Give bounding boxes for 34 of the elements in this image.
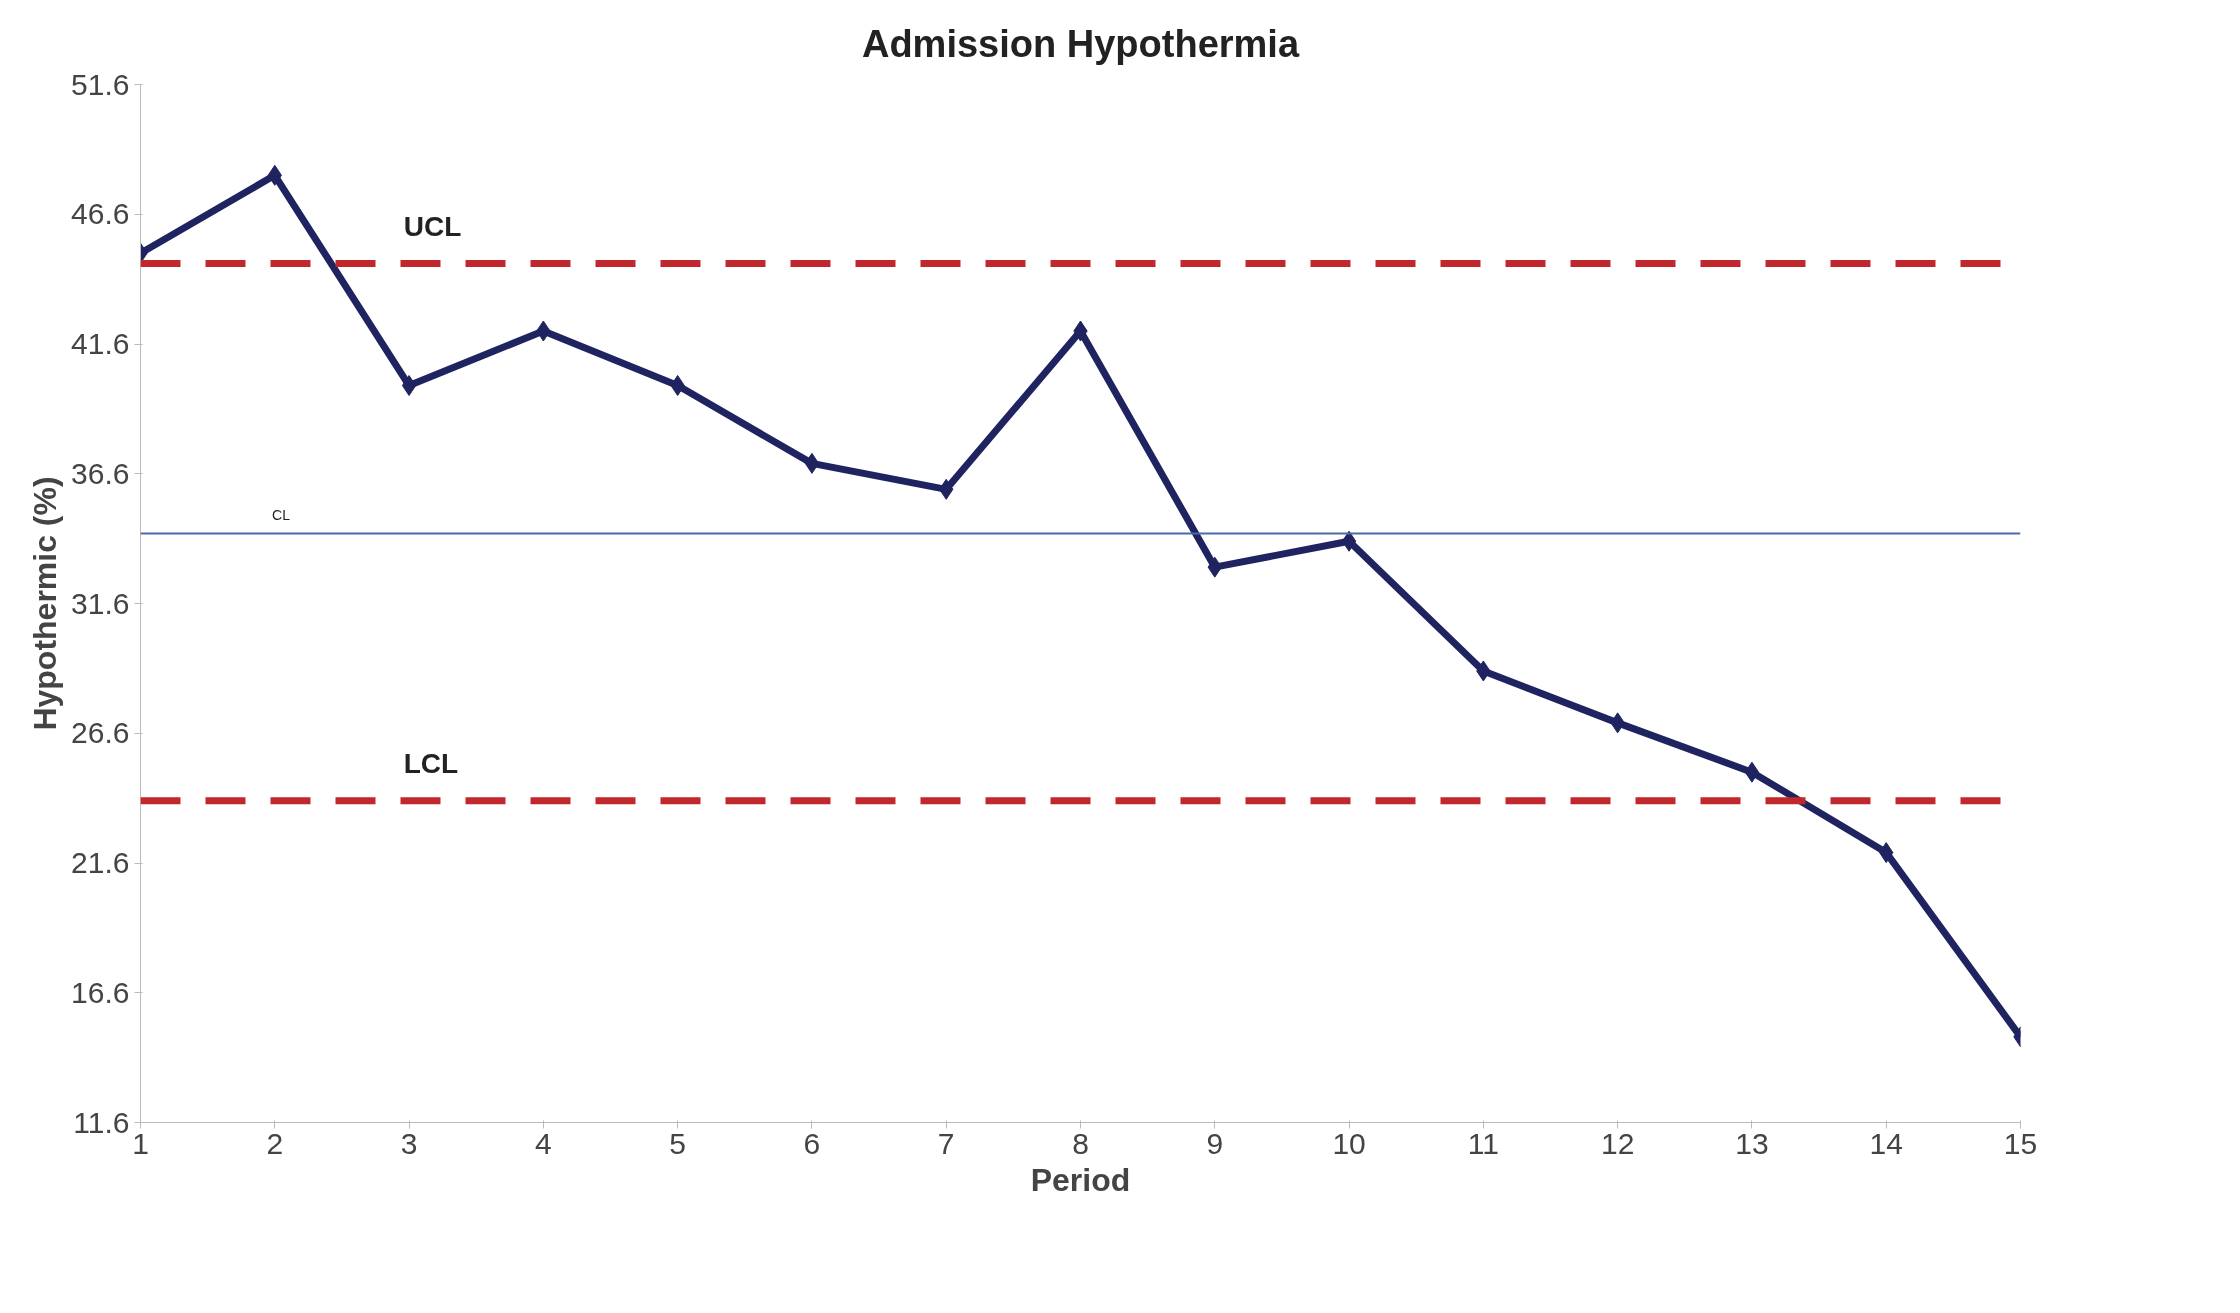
x-tick-label: 3 (400, 1126, 418, 1160)
x-tick-label: 13 (1735, 1126, 1769, 1160)
y-tick-label: 21.6 (71, 846, 130, 879)
x-tick-label: 1 (132, 1126, 149, 1160)
point (401, 375, 417, 397)
x-tick-label: 14 (1869, 1126, 1903, 1160)
y-tick-label: 36.6 (71, 456, 130, 490)
x-tick-label: 15 (2003, 1126, 2038, 1160)
y-axis-title: Hypothermic (%) (27, 476, 64, 731)
x-tick-label: 8 (1072, 1126, 1089, 1160)
x-tick-label: 9 (1206, 1126, 1224, 1160)
x-tick-label: 4 (535, 1126, 552, 1160)
y-tick-label: 16.6 (71, 975, 130, 1009)
ref-line-label: CL (272, 507, 291, 524)
ref-line-label: UCL (403, 210, 462, 242)
y-tick-label: 11.6 (73, 1105, 130, 1139)
y-tick-label: 41.6 (71, 327, 130, 360)
y-tick-label: 31.6 (71, 586, 130, 620)
x-axis-title: Period (1030, 1161, 1131, 1198)
point (1341, 530, 1357, 552)
chart-title: Admission Hypothermia (861, 22, 1300, 65)
y-tick-label: 46.6 (71, 197, 130, 231)
y-tick-label: 51.6 (71, 67, 130, 101)
x-tick-label: 11 (1467, 1126, 1499, 1160)
x-tick-label: 12 (1600, 1126, 1635, 1160)
point (1744, 761, 1760, 783)
x-tick-label: 7 (937, 1126, 955, 1160)
x-tick-label: 5 (669, 1126, 686, 1160)
y-tick-label: 26.6 (71, 716, 130, 750)
x-tick-label: 2 (266, 1126, 284, 1160)
x-tick-label: 10 (1332, 1126, 1366, 1160)
ref-line-label: LCL (403, 747, 459, 779)
x-tick-label: 6 (803, 1126, 821, 1160)
point (804, 452, 820, 474)
